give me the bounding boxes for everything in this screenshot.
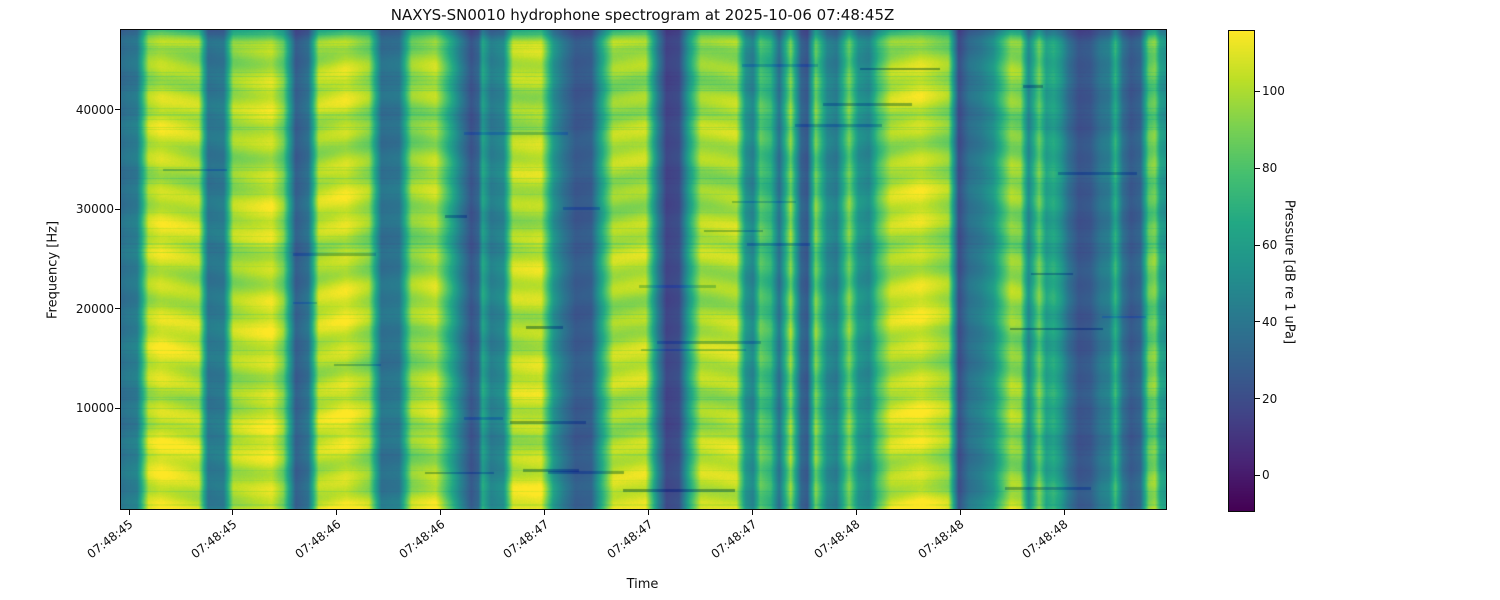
x-tick-label: 07:48:48	[1019, 517, 1071, 562]
x-tick-mark	[855, 510, 857, 515]
x-tick-label: 07:48:47	[707, 517, 760, 562]
colorbar-tick-label: 0	[1262, 468, 1270, 483]
colorbar-tick-mark	[1255, 398, 1260, 400]
y-tick-label: 40000	[75, 102, 114, 117]
x-tick-mark	[959, 510, 961, 515]
colorbar-tick-label: 60	[1262, 238, 1278, 253]
x-tick-label: 07:48:48	[915, 517, 967, 562]
y-tick-label: 20000	[75, 301, 114, 316]
colorbar-tick-mark	[1255, 244, 1260, 246]
x-tick-label: 07:48:47	[604, 517, 656, 562]
x-tick-mark	[128, 510, 130, 515]
colorbar-tick-label: 40	[1262, 314, 1278, 329]
x-tick-label: 07:48:46	[292, 517, 344, 562]
spectrogram-image	[121, 30, 1166, 509]
x-tick-label: 07:48:48	[811, 517, 863, 562]
colorbar-tick-label: 20	[1262, 391, 1278, 406]
colorbar-tick-mark	[1255, 167, 1260, 169]
x-tick-mark	[648, 510, 650, 515]
y-tick-label: 30000	[75, 202, 114, 217]
y-tick-mark	[115, 208, 120, 210]
colorbar-tick-mark	[1255, 321, 1260, 323]
y-tick-mark	[115, 308, 120, 310]
colorbar-gradient	[1229, 31, 1254, 511]
y-tick-label: 10000	[75, 401, 114, 416]
x-tick-label: 07:48:47	[500, 517, 552, 562]
colorbar-tick-mark	[1255, 90, 1260, 92]
x-tick-mark	[232, 510, 234, 515]
y-tick-mark	[115, 109, 120, 111]
x-tick-mark	[751, 510, 753, 515]
colorbar-tick-mark	[1255, 474, 1260, 476]
colorbar	[1228, 30, 1255, 512]
x-axis-label: Time	[626, 577, 659, 592]
x-tick-label: 07:48:46	[396, 517, 448, 562]
x-tick-mark	[336, 510, 338, 515]
x-tick-mark	[1063, 510, 1065, 515]
plot-title: NAXYS-SN0010 hydrophone spectrogram at 2…	[390, 6, 895, 24]
x-tick-mark	[544, 510, 546, 515]
colorbar-tick-label: 100	[1262, 84, 1285, 99]
plot-area	[120, 29, 1167, 510]
colorbar-tick-label: 80	[1262, 161, 1278, 176]
x-tick-mark	[440, 510, 442, 515]
y-tick-mark	[115, 407, 120, 409]
x-tick-label: 07:48:45	[188, 517, 240, 562]
colorbar-label: Pressure [dB re 1 uPa]	[1281, 199, 1297, 345]
x-tick-label: 07:48:45	[84, 517, 136, 562]
